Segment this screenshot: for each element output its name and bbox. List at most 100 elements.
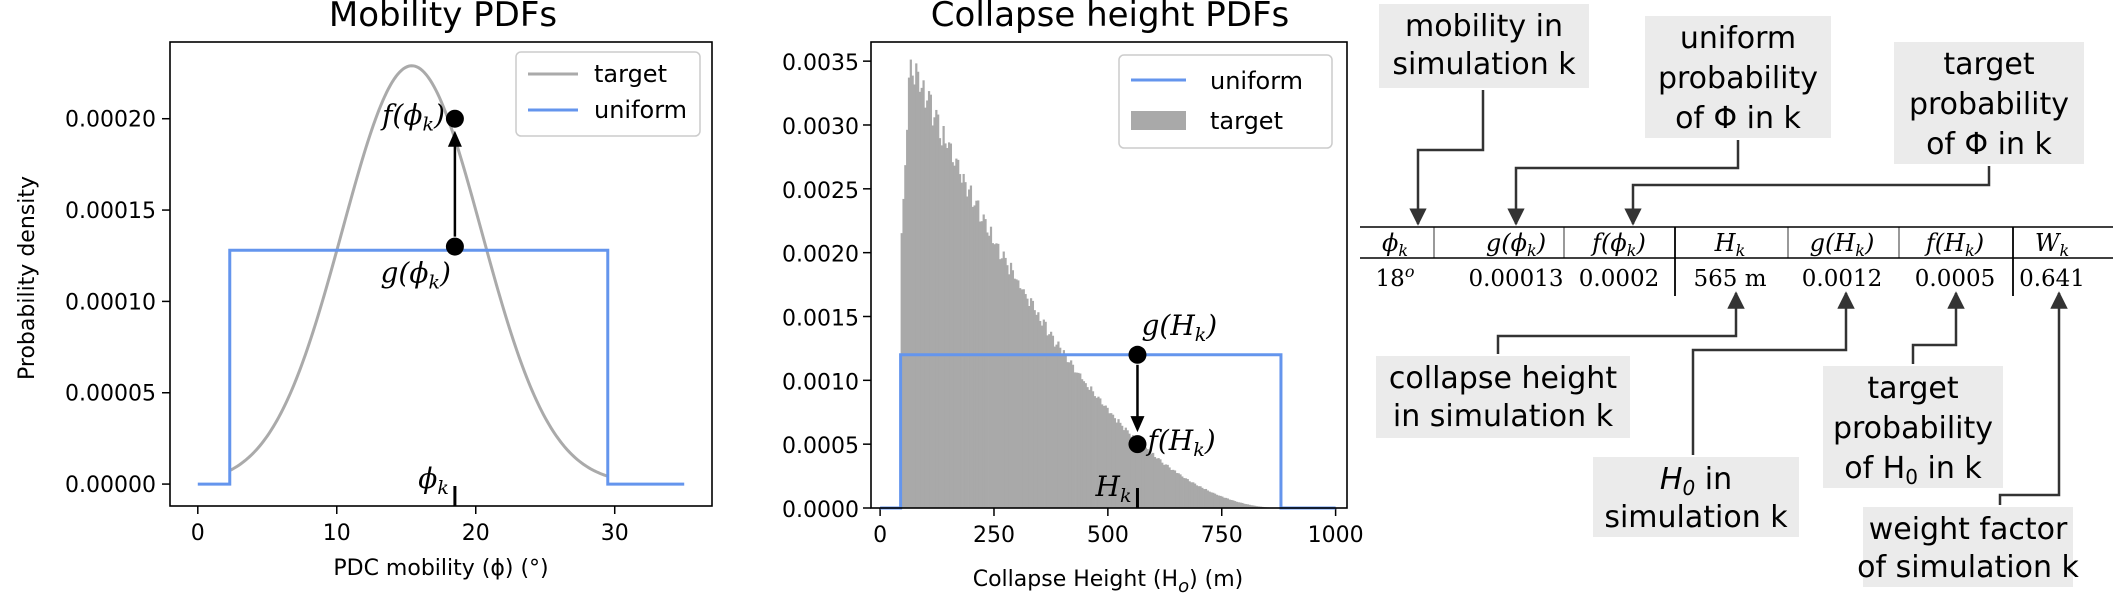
callout-uniform-arrow [1507, 140, 1740, 226]
histogram-bin [951, 162, 954, 508]
histogram-bin [1184, 478, 1188, 508]
histogram-bin [1115, 422, 1118, 508]
histogram-bin [1226, 498, 1229, 508]
collapse-y-tick-label: 0.0010 [782, 370, 859, 395]
histogram-bin [1186, 479, 1189, 508]
histogram-bin [1090, 386, 1093, 508]
histogram-bin [913, 84, 916, 509]
histogram-bin [1009, 262, 1013, 508]
histogram-bin [1073, 372, 1076, 508]
collapse-y-tick-label: 0.0015 [782, 306, 859, 331]
histogram-bin [1095, 397, 1098, 508]
histogram-bin [1246, 504, 1250, 508]
histogram-bin [1244, 504, 1248, 508]
collapse-annotations: g(Hk) f(Hk) Hk [1095, 309, 1217, 508]
histogram-bin [1011, 270, 1014, 508]
histogram-bin [1077, 372, 1080, 508]
table-headers: ϕk g(ϕk) f(ϕk) Hk g(Hk) f(Hk) Wk [1382, 229, 2069, 260]
histogram-bin [917, 71, 920, 509]
callout-uniform-line3: of Φ in k [1675, 101, 1801, 136]
collapse-f-label: f(Hk) [1145, 424, 1215, 461]
histogram-bin [918, 91, 922, 508]
histogram-bin [1042, 319, 1045, 508]
mobility-f-label: f(ϕk) [380, 99, 445, 136]
callout-weight-arrow [1998, 291, 2068, 505]
histogram-bin [1088, 389, 1091, 508]
histogram-bin [1243, 503, 1246, 508]
histogram-bin [904, 165, 907, 508]
histogram-bin [1152, 452, 1155, 508]
histogram-bin [1117, 419, 1120, 508]
mobility-uniform-line [197, 248, 685, 486]
histogram-bin [1015, 279, 1018, 508]
legend-target-label-2: target [1210, 107, 1283, 135]
callout-target-h0-line2: probability [1833, 411, 1993, 446]
histogram-bin [1101, 404, 1104, 508]
callout-uniform-box [1645, 16, 1831, 138]
callout-uniform-line2: probability [1658, 61, 1818, 96]
histogram-bin [1022, 289, 1025, 508]
histogram-bin [1172, 469, 1175, 508]
mobility-target-curve [229, 64, 609, 478]
histogram-bin [1050, 331, 1053, 508]
mobility-series [197, 64, 685, 486]
histogram-bin [1075, 372, 1078, 508]
histogram-bin [1000, 258, 1004, 508]
histogram-bin [1133, 439, 1137, 508]
histogram-bin [962, 173, 965, 508]
callout-target-h0-line1: target [1867, 371, 1958, 406]
legend-uniform-label-2: uniform [1210, 67, 1303, 95]
histogram-bin [986, 232, 989, 508]
histogram-bin [1142, 447, 1146, 508]
histogram-bin [1153, 457, 1157, 508]
histogram-bin [1181, 476, 1184, 508]
collapse-arrowhead [1130, 416, 1145, 433]
histogram-bin [1155, 458, 1158, 508]
histogram-bin [982, 214, 985, 509]
histogram-bin [1002, 251, 1005, 508]
histogram-bin [1084, 383, 1087, 508]
collapse-x-axis-title: Collapse Height (Ho) (m) [973, 567, 1244, 597]
histogram-bin [984, 219, 987, 508]
legend-target-label: target [594, 60, 667, 88]
mobility-f-point [445, 109, 464, 128]
callout-weight-line1: weight factor [1869, 512, 2068, 547]
histogram-bin [957, 159, 960, 508]
histogram-bin [1124, 427, 1127, 508]
histogram-bin [1024, 294, 1027, 508]
histogram-bin [1039, 320, 1042, 508]
callout-target-h0-line3: of H0 in k [1844, 451, 1982, 489]
histogram-bin [922, 80, 925, 508]
histogram-bin [1234, 501, 1237, 508]
histogram-bin [999, 259, 1002, 508]
mobility-y-axis-title: Probability density [15, 176, 40, 380]
callout-mobility-box [1379, 4, 1589, 88]
histogram-bin [907, 77, 911, 508]
histogram-bin [1144, 447, 1147, 508]
histogram-bin [1248, 504, 1251, 508]
callout-h0-line1: H0 in [1660, 462, 1732, 500]
histogram-bin [1223, 497, 1226, 508]
histogram-bin [1219, 495, 1222, 508]
histogram-bin [1121, 425, 1124, 508]
histogram-bin [1102, 405, 1106, 508]
histogram-bin [1239, 502, 1242, 508]
collapse-target-histogram [900, 59, 1280, 509]
histogram-bin [940, 145, 943, 508]
mobility-annotations: f(ϕk) g(ϕk) ϕk [380, 99, 464, 506]
collapse-y-tick-label: 0.0005 [782, 434, 859, 459]
histogram-bin [938, 138, 942, 508]
collapse-x-ticks: 0 250 500 750 1000 [873, 508, 1364, 548]
histogram-bin [1217, 495, 1220, 508]
callouts: mobility in simulation k uniform probabi… [1376, 4, 2084, 587]
value-w-k: 0.641 [2019, 266, 2085, 292]
histogram-bin [1082, 381, 1086, 508]
histogram-bin [1046, 335, 1049, 508]
histogram-bin [1035, 314, 1038, 508]
collapse-g-point [1128, 345, 1147, 364]
histogram-bin [1008, 274, 1011, 508]
value-g-phi-k: 0.00013 [1468, 266, 1563, 292]
histogram-bin [1091, 391, 1095, 508]
histogram-bin [1206, 490, 1209, 508]
histogram-bin [1250, 505, 1253, 508]
